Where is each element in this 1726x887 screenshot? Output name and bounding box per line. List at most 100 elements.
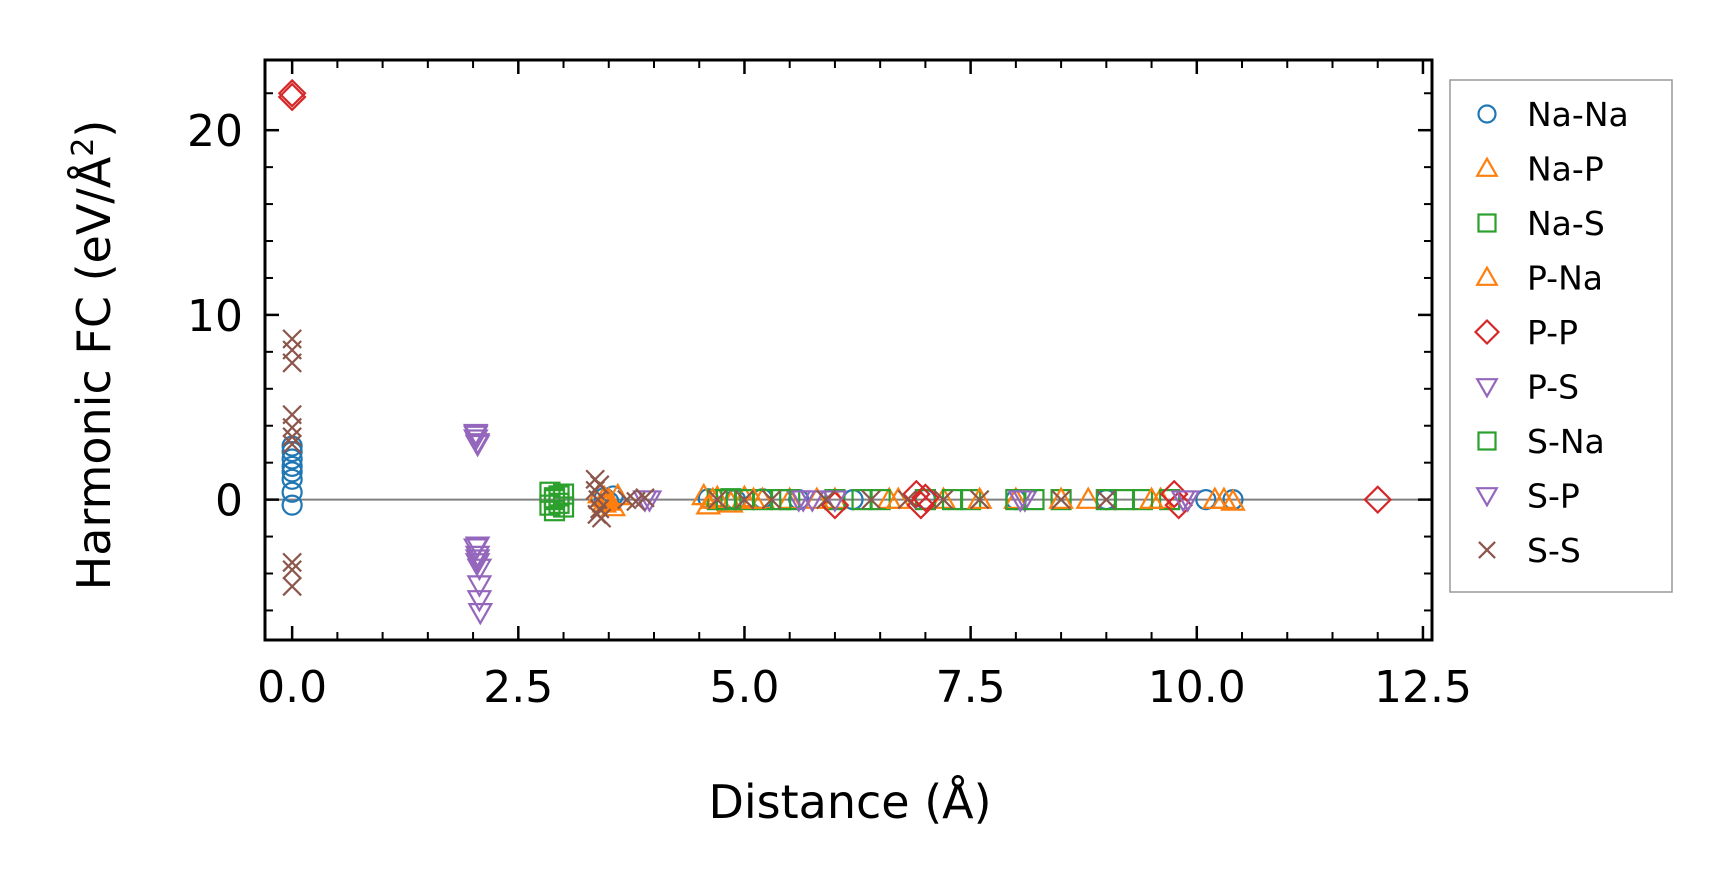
x-axis: 0.0 2.5 5.0 7.5 10.0 12.5 (257, 60, 1472, 713)
legend-label-p-na: P-Na (1527, 259, 1603, 298)
y-axis-label: Harmonic FC (eV/Å2) (66, 120, 122, 591)
point-s-s-15 (589, 475, 610, 495)
y-axis-label-main: Harmonic FC (eV/Å (67, 156, 121, 590)
series-s-s (282, 329, 1117, 597)
point-p-p-6 (1159, 479, 1189, 509)
legend-label-p-p: P-P (1527, 313, 1578, 352)
legend-label-na-p: Na-P (1527, 150, 1604, 189)
x-tick-label: 10.0 (1148, 662, 1246, 713)
legend-marker-na-na (1477, 104, 1497, 124)
point-na-p-19 (1220, 488, 1246, 511)
point-s-p-8 (790, 490, 817, 513)
point-na-p-15 (1003, 486, 1029, 509)
point-p-p-3 (901, 479, 931, 509)
point-s-p-0 (462, 425, 489, 449)
point-s-s-5 (282, 427, 302, 447)
legend-label-s-s: S-S (1527, 531, 1581, 570)
point-na-na-2 (281, 448, 303, 470)
point-s-s-26 (933, 489, 954, 510)
point-s-s-29 (1096, 489, 1117, 510)
point-s-s-7 (282, 552, 302, 573)
point-s-s-4 (282, 417, 302, 438)
legend-marker-p-s (1475, 378, 1499, 399)
legend-marker-p-p (1473, 318, 1501, 346)
point-s-s-9 (282, 576, 302, 597)
series-s-p (462, 425, 1197, 626)
point-na-na-1 (281, 440, 303, 463)
point-s-p-2 (464, 536, 491, 559)
y-axis-label-close: ) (67, 120, 121, 138)
y-tick-label: 20 (187, 106, 243, 157)
point-s-s-27 (969, 489, 990, 510)
point-p-na-9 (1211, 486, 1237, 509)
point-s-s-19 (635, 487, 655, 508)
point-s-s-20 (707, 489, 728, 510)
y-tick-label: 10 (187, 291, 243, 342)
legend-label-s-p: S-P (1527, 477, 1580, 516)
legend-marker-p-na (1475, 265, 1499, 286)
legend-label-na-na: Na-Na (1527, 95, 1629, 134)
point-na-na-6 (281, 481, 303, 503)
point-na-na-5 (281, 468, 303, 490)
point-p-p-7 (1164, 490, 1194, 520)
point-s-p-4 (466, 575, 493, 598)
point-p-na-8 (1138, 486, 1165, 509)
point-s-p-7 (632, 490, 658, 513)
point-na-na-3 (281, 455, 303, 477)
point-s-p-6 (467, 602, 494, 626)
legend-marker-na-p (1475, 156, 1499, 177)
point-s-s-8 (282, 560, 302, 580)
point-s-s-22 (761, 489, 782, 510)
point-na-na-19 (1195, 489, 1217, 511)
legend-label-p-s: P-S (1527, 368, 1579, 407)
x-axis-label: Distance (Å) (708, 775, 991, 829)
legend-label-s-na: S-Na (1527, 422, 1605, 461)
point-s-s-28 (1051, 489, 1071, 510)
point-s-na-6 (1023, 489, 1045, 511)
point-p-p-5 (911, 483, 940, 513)
point-p-p-1 (277, 82, 307, 112)
point-s-p-10 (1170, 490, 1197, 513)
x-tick-label: 5.0 (709, 662, 779, 713)
point-p-p-8 (1363, 485, 1393, 514)
point-p-na-7 (1048, 486, 1074, 509)
point-na-p-16 (1075, 486, 1102, 509)
legend-marker-s-s (1478, 541, 1496, 559)
plot-area (263, 58, 1434, 642)
point-na-na-7 (281, 494, 303, 516)
point-s-s-2 (282, 353, 302, 373)
legend-marker-s-p (1475, 487, 1499, 508)
point-p-s-4 (464, 545, 491, 569)
point-s-p-9 (1007, 490, 1034, 513)
x-tick-label: 12.5 (1374, 662, 1472, 713)
point-s-na-0 (543, 489, 566, 511)
legend-marker-na-s (1477, 213, 1497, 233)
point-p-s-6 (466, 558, 493, 582)
x-tick-label: 7.5 (936, 662, 1006, 713)
point-p-p-4 (906, 490, 936, 520)
point-s-s-6 (282, 434, 302, 455)
point-s-s-16 (587, 504, 607, 525)
point-s-na-7 (1113, 489, 1136, 511)
point-s-s-25 (897, 489, 918, 510)
legend: Na-Na Na-P Na-S P-Na P-P P-S S-Na S-P S-S (1449, 79, 1673, 593)
point-s-p-1 (464, 433, 491, 456)
point-p-s-5 (464, 553, 491, 576)
point-s-s-23 (816, 489, 836, 510)
x-tick-label: 2.5 (483, 662, 553, 713)
legend-label-na-s: Na-S (1527, 204, 1605, 243)
point-s-na-1 (548, 492, 570, 514)
y-tick-label: 0 (215, 476, 243, 527)
x-tick-label: 0.0 (257, 662, 327, 713)
point-s-p-3 (464, 549, 491, 572)
point-s-s-21 (734, 489, 755, 510)
legend-marker-s-na (1477, 431, 1497, 451)
plot-frame (263, 58, 1434, 642)
point-na-na-4 (281, 461, 303, 483)
series-p-p (277, 78, 1393, 520)
series-s-na (543, 489, 1136, 514)
point-p-p-0 (277, 78, 307, 108)
y-axis-label-superscript: 2 (66, 138, 101, 157)
